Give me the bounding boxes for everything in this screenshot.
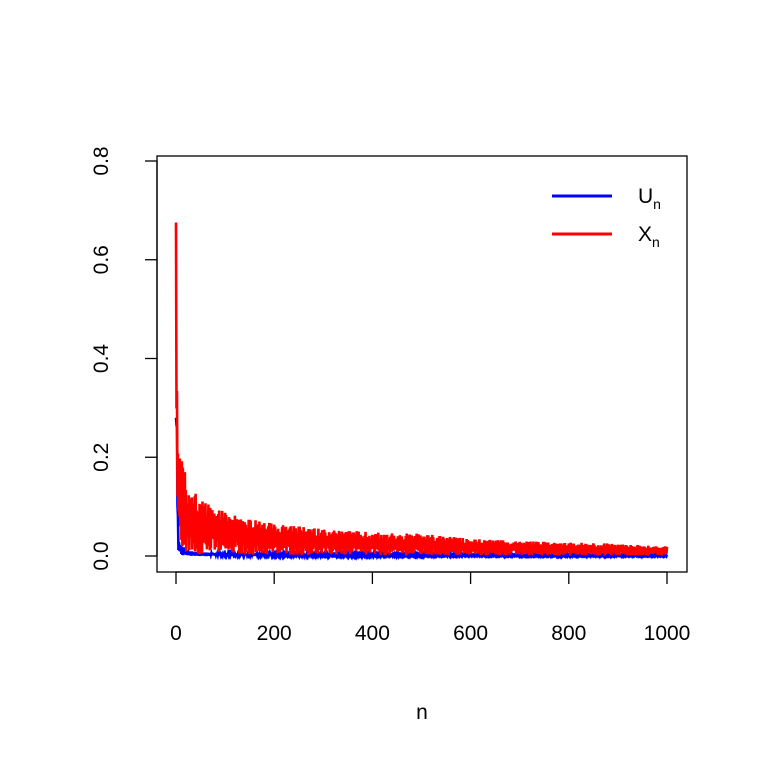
y-tick-label: 0.2	[90, 443, 113, 472]
y-tick-label: 0.8	[90, 146, 113, 175]
x-axis-title: n	[416, 701, 428, 724]
x-tick-label: 200	[257, 622, 292, 645]
axes-layer: 0 200 400 600 800 1000 0.0 0.2 0.4 0.6 0.8	[90, 146, 690, 645]
x-tick-label: 1000	[644, 622, 691, 645]
y-tick-label: 0.6	[90, 245, 113, 274]
x-tick-label: 600	[453, 622, 488, 645]
y-tick-label: 0.0	[90, 541, 113, 570]
legend-label-subscript: n	[652, 234, 660, 250]
x-tick-label: 0	[170, 622, 182, 645]
legend-label-subscript: n	[653, 196, 661, 212]
x-tick-label: 800	[551, 622, 586, 645]
series-line-x	[174, 222, 669, 556]
y-tick-label: 0.4	[90, 344, 113, 374]
series-line-u	[174, 417, 669, 561]
x-tick-label: 400	[355, 622, 390, 645]
series-layer	[174, 222, 669, 561]
